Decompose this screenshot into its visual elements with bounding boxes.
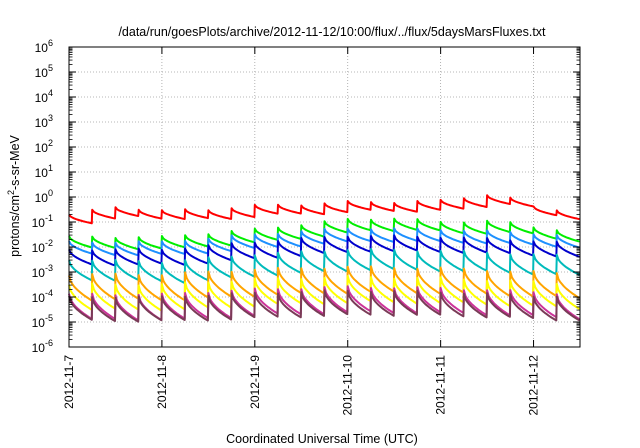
chart-title: /data/run/goesPlots/archive/2012-11-12/1…	[118, 25, 546, 39]
x-tick-label: 2012-11-7	[62, 355, 76, 409]
y-tick-label: 106	[35, 38, 53, 55]
y-tick-exponent: 5	[48, 63, 53, 73]
y-tick-exponent: -2	[45, 238, 53, 248]
x-tick-labels: 2012-11-7 2012-11-8 2012-11-9 2012-11-10 201…	[62, 355, 541, 416]
y-tick-exponent: -4	[45, 288, 53, 298]
y-axis-label: protons/cm2-s-sr-MeV	[6, 134, 22, 256]
x-axis-label: Coordinated Universal Time (UTC)	[226, 432, 418, 446]
x-tick-label: 2012-11-8	[155, 355, 169, 409]
y-tick-exponent: 0	[48, 188, 53, 198]
y-axis-label-part2: -s-sr-MeV	[8, 134, 22, 190]
series-line	[68, 248, 580, 284]
y-tick-label: 101	[35, 163, 53, 180]
series-line	[68, 234, 580, 267]
y-axis-label-part1: protons/cm	[8, 195, 22, 257]
y-tick-exponent: -1	[45, 213, 53, 223]
y-tick-label: 10-6	[32, 338, 53, 355]
y-tick-exponent: 1	[48, 163, 53, 173]
tick-marks	[68, 46, 580, 348]
y-tick-label: 10-4	[32, 288, 53, 305]
y-tick-exponent: 6	[48, 38, 53, 48]
y-tick-label: 102	[35, 138, 53, 155]
series-line	[68, 289, 580, 323]
series-line	[68, 194, 580, 225]
y-tick-label: 105	[35, 63, 53, 80]
x-tick-label: 2012-11-9	[248, 355, 262, 409]
x-tick-label: 2012-11-12	[527, 355, 541, 416]
y-tick-label: 10-3	[32, 263, 53, 280]
y-tick-exponent: -3	[45, 263, 53, 273]
y-tick-exponent: 4	[48, 88, 53, 98]
y-axis-label-sup: 2	[6, 190, 16, 195]
x-tick-label: 2012-11-11	[434, 355, 448, 415]
y-tick-label: 10-5	[32, 313, 53, 330]
y-tick-exponent: -5	[45, 313, 53, 323]
y-tick-exponent: -6	[45, 338, 53, 348]
y-tick-label: 103	[35, 113, 53, 130]
y-tick-label: 100	[35, 188, 53, 205]
y-tick-label: 10-1	[32, 213, 53, 230]
y-tick-label: 104	[35, 88, 53, 105]
y-tick-label: 10-2	[32, 238, 53, 255]
y-tick-exponent: 2	[48, 138, 53, 148]
series-group	[68, 194, 581, 323]
x-tick-label: 2012-11-10	[341, 355, 355, 416]
y-tick-labels: 10-610-510-410-310-210-11001011021031041…	[32, 38, 53, 355]
y-tick-exponent: 3	[48, 113, 53, 123]
